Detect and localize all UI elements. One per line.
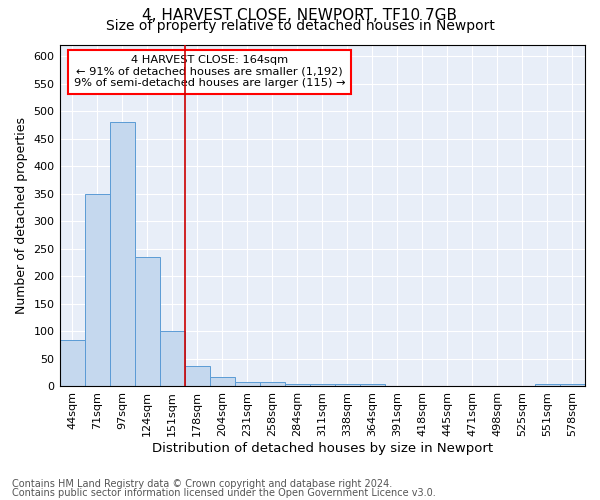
Text: 4, HARVEST CLOSE, NEWPORT, TF10 7GB: 4, HARVEST CLOSE, NEWPORT, TF10 7GB <box>143 8 458 22</box>
Bar <box>235 382 260 386</box>
Bar <box>360 384 385 386</box>
Bar <box>160 332 185 386</box>
Bar <box>185 366 209 386</box>
Text: 4 HARVEST CLOSE: 164sqm
← 91% of detached houses are smaller (1,192)
9% of semi-: 4 HARVEST CLOSE: 164sqm ← 91% of detache… <box>74 55 345 88</box>
Bar <box>59 340 85 386</box>
Text: Contains public sector information licensed under the Open Government Licence v3: Contains public sector information licen… <box>12 488 436 498</box>
Text: Size of property relative to detached houses in Newport: Size of property relative to detached ho… <box>106 19 494 33</box>
Bar <box>310 384 335 386</box>
X-axis label: Distribution of detached houses by size in Newport: Distribution of detached houses by size … <box>152 442 493 455</box>
Bar <box>535 384 560 386</box>
Bar <box>560 384 585 386</box>
Bar <box>285 384 310 386</box>
Bar <box>85 194 110 386</box>
Bar <box>209 376 235 386</box>
Bar <box>335 384 360 386</box>
Y-axis label: Number of detached properties: Number of detached properties <box>15 117 28 314</box>
Text: Contains HM Land Registry data © Crown copyright and database right 2024.: Contains HM Land Registry data © Crown c… <box>12 479 392 489</box>
Bar <box>260 382 285 386</box>
Bar <box>110 122 134 386</box>
Bar <box>134 257 160 386</box>
